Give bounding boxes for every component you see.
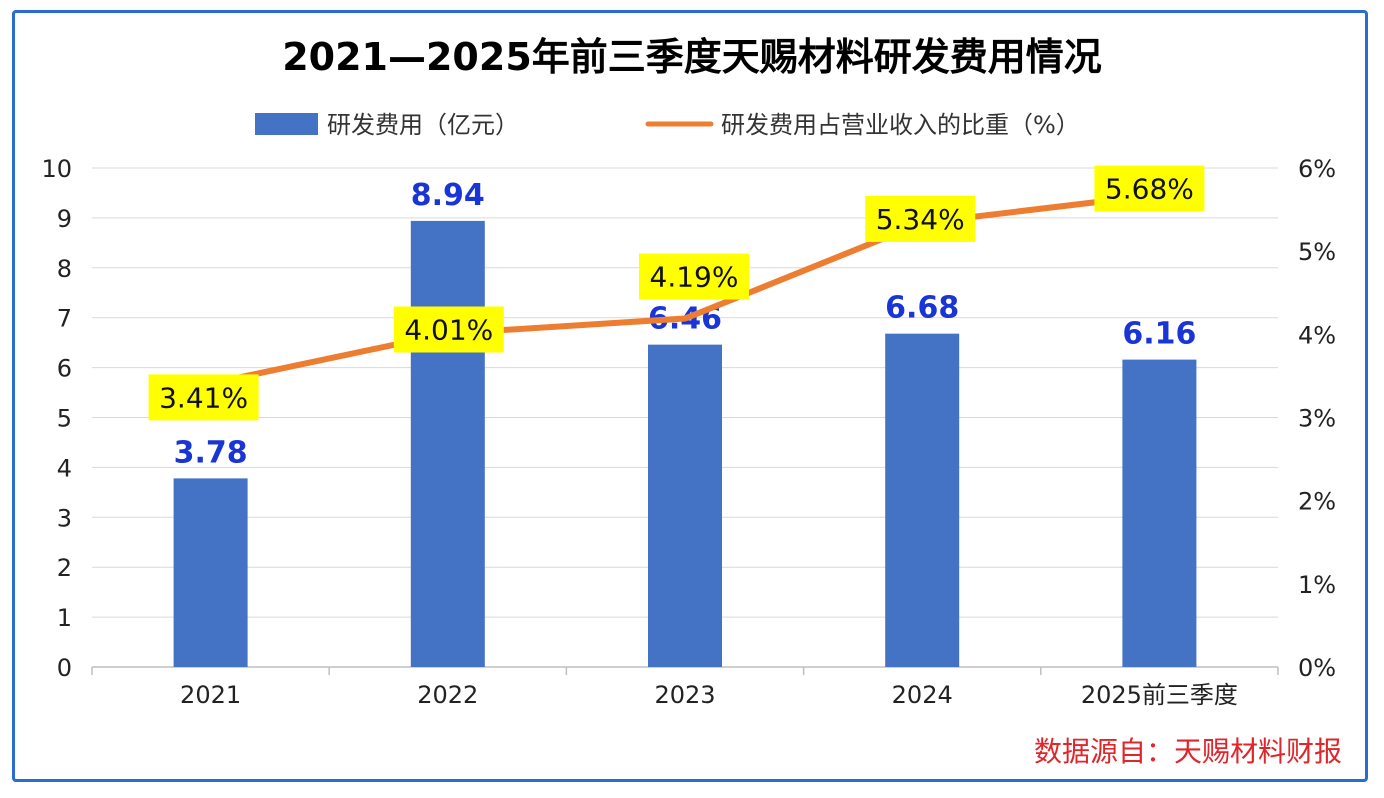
y-left-tick-label: 3 (57, 504, 72, 532)
chart-title: 2021—2025年前三季度天赐材料研发费用情况 (282, 35, 1102, 79)
y-left-tick-label: 5 (57, 405, 72, 433)
line-value-label: 3.41% (148, 374, 259, 421)
legend: 研发费用（亿元） 研发费用占营业收入的比重（%） (255, 111, 1080, 139)
line-value-label: 4.01% (393, 306, 504, 353)
x-axis: 2021 2022 2023 2024 2025前三季度 (91, 666, 1279, 709)
line-value-label: 4.19% (639, 253, 749, 300)
line-value-label: 5.34% (865, 195, 976, 242)
bar-value-label: 6.68 (885, 291, 959, 326)
bar-value-label: 3.78 (174, 435, 248, 470)
x-tick-label: 2025前三季度 (1081, 681, 1238, 709)
bar (885, 333, 960, 667)
line-label-box (1094, 165, 1205, 212)
y-left-tick-label: 10 (41, 155, 72, 183)
line-value-label: 5.68% (1094, 165, 1205, 212)
y-left-tick-label: 0 (57, 654, 72, 682)
left-axis: 0 1 2 3 4 5 6 7 8 9 10 (41, 155, 72, 682)
bar-value-label: 8.94 (411, 178, 485, 213)
bar (648, 344, 722, 667)
x-tick-label: 2022 (417, 681, 478, 709)
line-label-box (148, 374, 259, 421)
y-right-tick-label: 6% (1298, 155, 1336, 183)
legend-line-label: 研发费用占营业收入的比重（%） (721, 111, 1080, 139)
x-tick-label: 2024 (892, 681, 953, 709)
y-right-tick-label: 0% (1298, 654, 1336, 682)
y-left-tick-label: 9 (57, 205, 72, 233)
line-label-text: 4.01% (404, 314, 493, 347)
legend-bar-swatch (255, 113, 318, 135)
line-label-text: 5.34% (876, 203, 965, 236)
y-left-tick-label: 6 (57, 355, 72, 383)
y-left-tick-label: 2 (57, 554, 72, 582)
y-left-tick-label: 8 (57, 255, 72, 283)
y-right-tick-label: 5% (1298, 238, 1336, 266)
bar (410, 220, 485, 668)
y-right-tick-label: 4% (1298, 321, 1336, 349)
bar-series (173, 220, 1197, 668)
x-tick-label: 2021 (180, 681, 241, 709)
y-left-tick-label: 1 (57, 604, 72, 632)
legend-bar-label: 研发费用（亿元） (327, 111, 519, 139)
line-label-box (639, 253, 749, 300)
x-tick-label: 2023 (654, 681, 715, 709)
y-left-tick-label: 4 (57, 454, 72, 482)
bar (1122, 359, 1197, 667)
bar (173, 478, 248, 667)
line-label-text: 3.41% (159, 381, 248, 414)
line-label-text: 5.68% (1105, 173, 1194, 206)
y-right-tick-label: 3% (1298, 405, 1336, 433)
y-right-tick-label: 1% (1298, 571, 1336, 599)
right-axis: 0% 1% 2% 3% 4% 5% 6% (1298, 155, 1336, 682)
line-label-box (865, 195, 976, 242)
data-source: 数据源自：天赐材料财报 (1033, 735, 1342, 768)
y-right-tick-label: 2% (1298, 488, 1336, 516)
line-point (682, 315, 688, 322)
line-label-text: 4.19% (650, 261, 739, 294)
bar-value-label: 6.16 (1122, 317, 1196, 352)
line-label-box (393, 306, 504, 353)
line-labels: 3.41% 4.01% 4.19% 5.34% 5.68% (148, 165, 1205, 421)
y-left-tick-label: 7 (57, 305, 72, 333)
